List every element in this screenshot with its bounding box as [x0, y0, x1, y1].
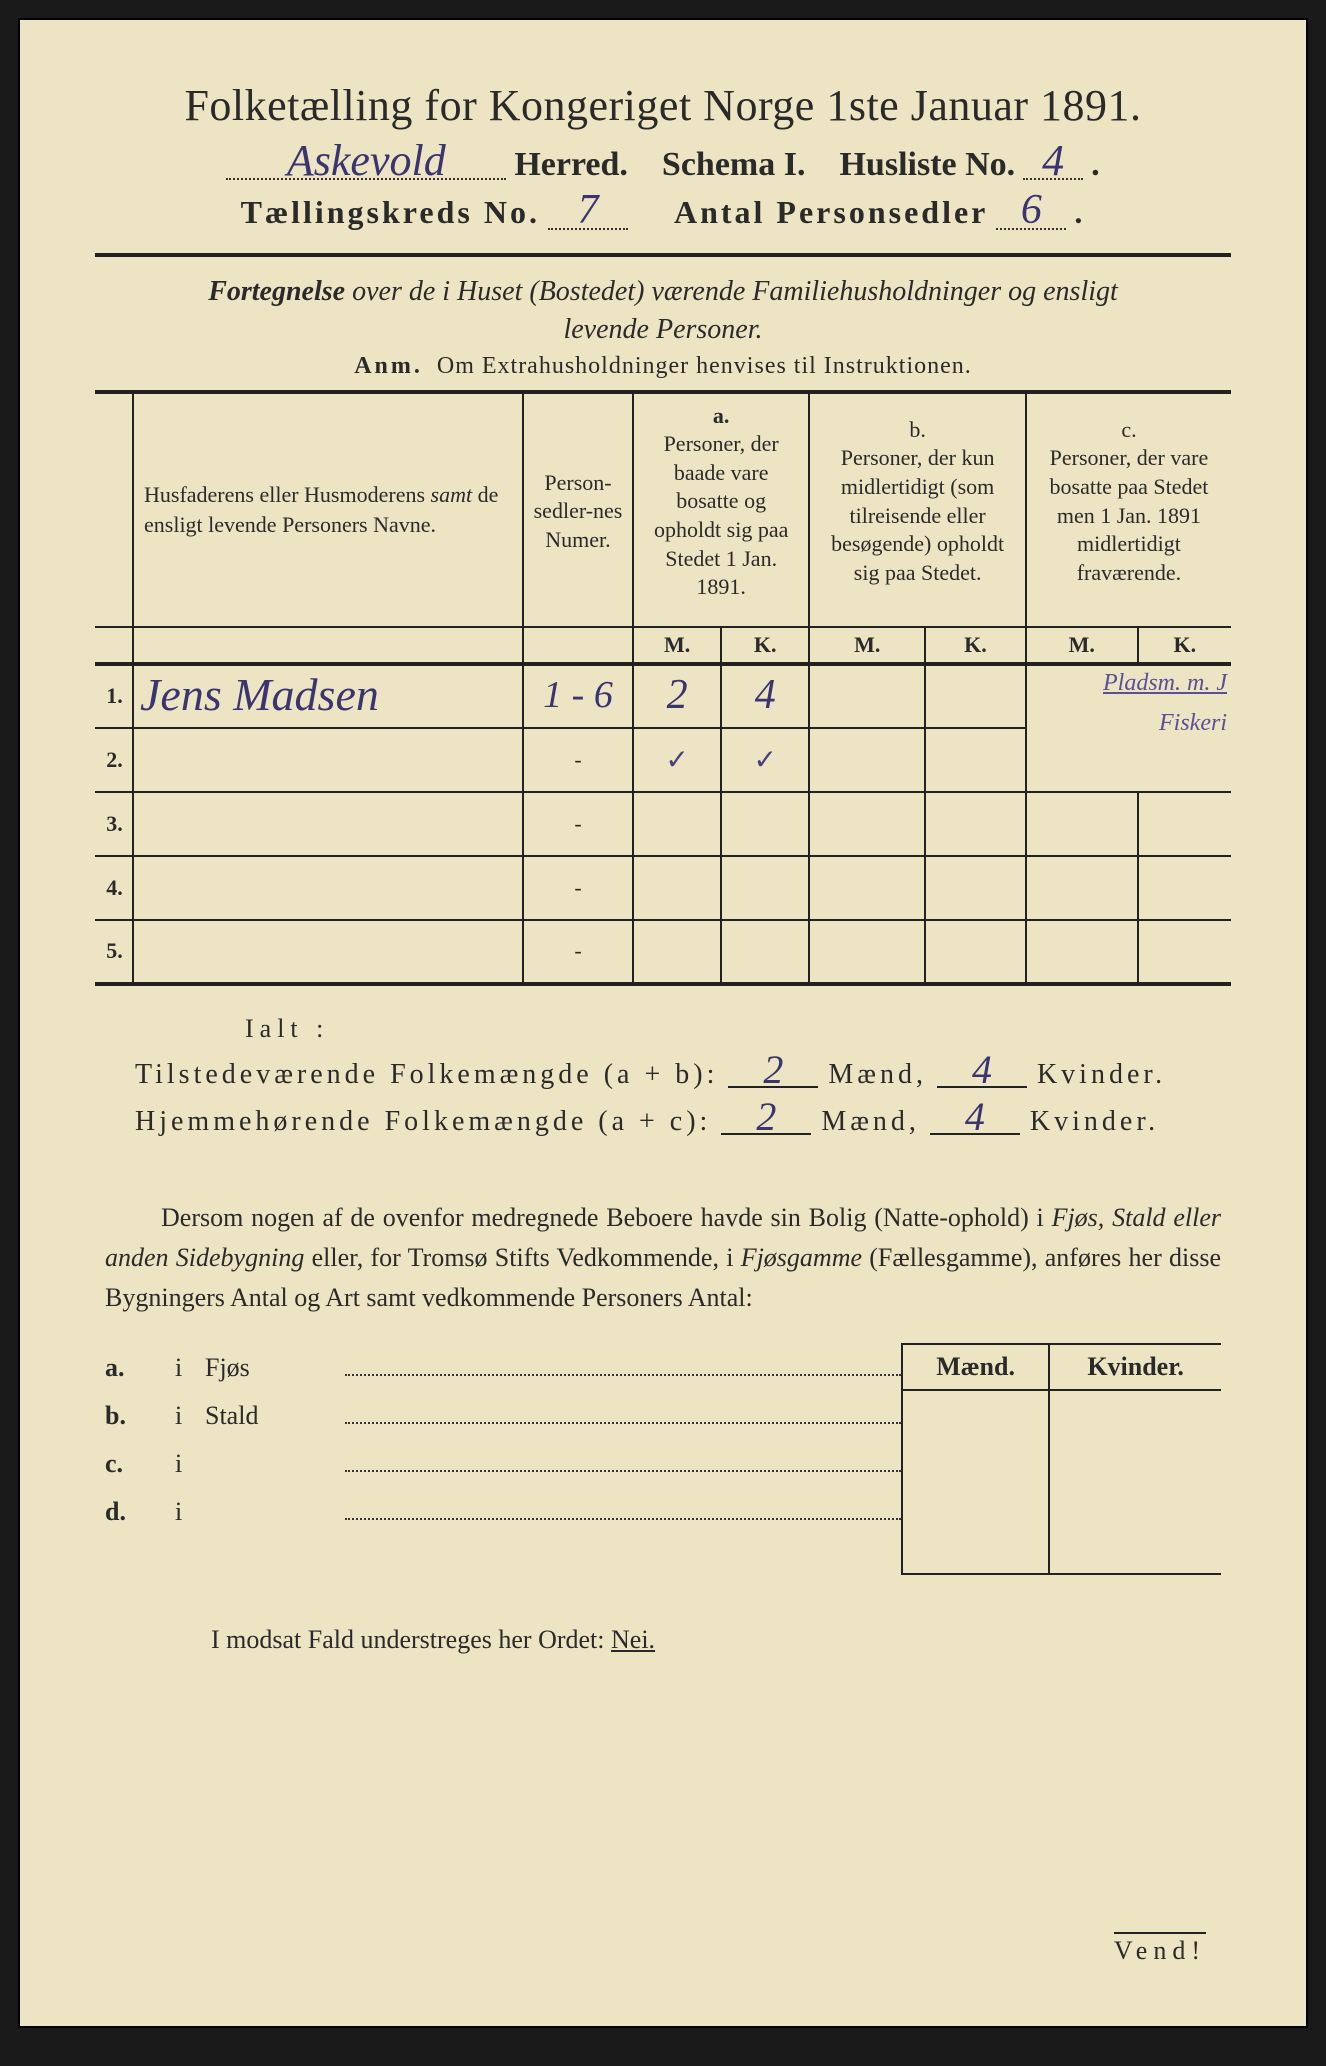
kreds-label: Tællingskreds No.: [241, 194, 540, 231]
bld-head-m: Mænd.: [902, 1344, 1049, 1390]
present-k: 4: [937, 1054, 1027, 1088]
personsedler-label: Antal Personsedler: [674, 194, 988, 231]
val-a-k: 4: [755, 672, 776, 718]
header-row-2: Tællingskreds No. 7 Antal Personsedler 6…: [95, 194, 1231, 231]
col-c-header: c.Personer, der vare bosatte paa Stedet …: [1026, 392, 1231, 610]
kreds-no: 7: [548, 194, 628, 230]
resident-k: 4: [930, 1101, 1020, 1135]
checkmark-icon: ✓: [665, 745, 688, 776]
personsedler-no: 6: [996, 194, 1066, 230]
mk-k: K.: [721, 627, 809, 664]
checkmark-icon: ✓: [754, 745, 777, 776]
census-form-page: Folketælling for Kongeriget Norge 1ste J…: [18, 18, 1308, 2028]
table-row: 4. -: [95, 856, 1231, 920]
total-resident: Hjemmehørende Folkemængde (a + c): 2 Mæn…: [135, 1101, 1231, 1138]
total-present: Tilstedeværende Folkemængde (a + b): 2 M…: [135, 1054, 1231, 1091]
col-a-header: a.Personer, der baade vare bosatte og op…: [633, 392, 809, 610]
col-b-header: b.Personer, der kun midlertidigt (som ti…: [809, 392, 1026, 610]
resident-m: 2: [721, 1101, 811, 1135]
present-m: 2: [728, 1054, 818, 1088]
nei-line: I modsat Fald understreges her Ordet: Ne…: [155, 1625, 1221, 1655]
margin-note: Fiskeri: [1159, 710, 1227, 737]
building-row: b.i Stald: [105, 1401, 901, 1431]
col-num-header: Person-sedler-nes Numer.: [523, 392, 633, 627]
table-row: 1. Jens Madsen 1 - 6 2 4 Pladsm. m. J Fi…: [95, 664, 1231, 728]
bld-head-k: Kvinder.: [1049, 1344, 1221, 1390]
building-row: a.i Fjøs: [105, 1353, 901, 1383]
building-row: c.i: [105, 1449, 901, 1479]
households-table: Husfaderens eller Husmoderens samt de en…: [95, 390, 1231, 986]
margin-note: Pladsm. m. J: [1103, 670, 1227, 697]
table-row: 5. -: [95, 920, 1231, 984]
husliste-no: 4: [1023, 143, 1083, 180]
schema-label: Schema I.: [662, 146, 806, 184]
subtitle: Fortegnelse over de i Huset (Bostedet) v…: [95, 273, 1231, 349]
rule: [95, 253, 1231, 257]
anm-line: Anm. Om Extrahusholdninger henvises til …: [95, 353, 1231, 380]
header-row-1: Askevold Herred. Schema I. Husliste No. …: [95, 143, 1231, 184]
person-name: Jens Madsen: [140, 669, 379, 720]
document-title: Folketælling for Kongeriget Norge 1ste J…: [95, 80, 1231, 131]
ialt-label: Ialt :: [245, 1014, 1231, 1044]
herred-label: Herred.: [514, 146, 628, 184]
turn-over-label: Vend!: [1114, 1932, 1206, 1966]
col-names-header: Husfaderens eller Husmoderens samt de en…: [133, 392, 523, 627]
table-row: 3. -: [95, 792, 1231, 856]
husliste-label: Husliste No.: [839, 146, 1015, 184]
building-row: d.i: [105, 1497, 901, 1527]
buildings-paragraph: Dersom nogen af de ovenfor medregnede Be…: [105, 1198, 1221, 1319]
buildings-section: a.i Fjøs b.i Stald c.i d.i Mænd. Kvinder…: [105, 1343, 1221, 1575]
buildings-count-table: Mænd. Kvinder.: [901, 1343, 1221, 1575]
mk-m: M.: [633, 627, 721, 664]
val-a-m: 2: [667, 672, 688, 718]
herred-value: Askevold: [226, 143, 506, 180]
